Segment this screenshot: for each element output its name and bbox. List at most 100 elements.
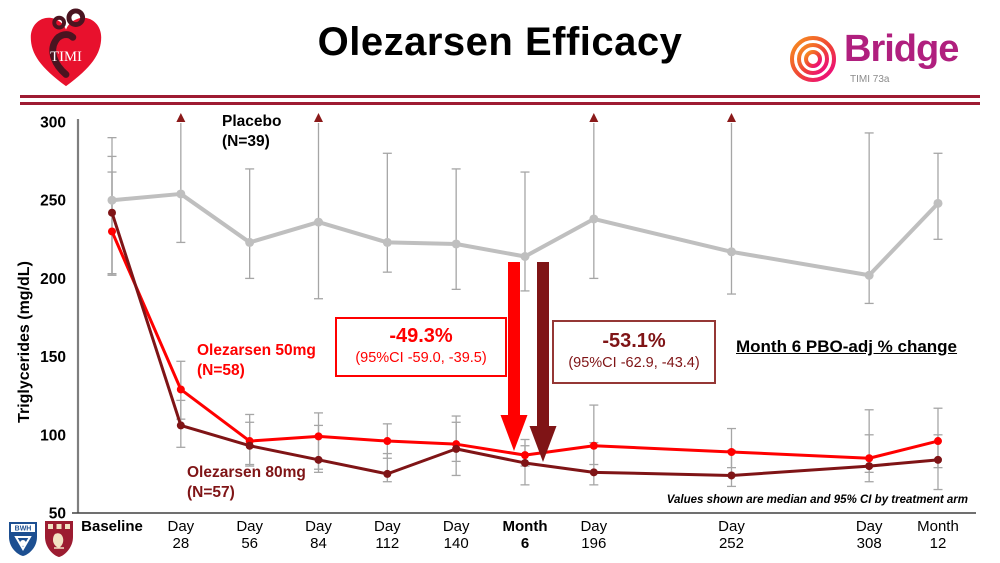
ci-exceeds-top-arrow (313, 113, 323, 122)
y-tick-label: 250 (40, 193, 66, 210)
x-tick-label: 12 (930, 535, 947, 552)
timi-logo: TIMI (22, 6, 110, 94)
placebo-series-name: Placebo (222, 113, 282, 130)
y-tick-label: 100 (40, 427, 66, 444)
x-tick-label: Day (580, 518, 607, 535)
olez50-series-n: (N=58) (197, 362, 245, 379)
timi-heart-icon: TIMI (30, 8, 102, 87)
data-point-olez50 (314, 432, 323, 441)
bwh-logo-text: BWH (15, 526, 32, 533)
data-point-olez50 (865, 454, 874, 463)
x-tick-label: 196 (581, 535, 606, 552)
timi-logo-text: TIMI (50, 49, 82, 65)
data-point-placebo (726, 247, 736, 257)
data-point-olez50 (727, 448, 736, 457)
data-point-olez50 (520, 451, 529, 460)
data-point-olez80 (589, 468, 598, 477)
placebo-series-n: (N=39) (222, 133, 270, 150)
header-separator (20, 95, 980, 105)
series-line-placebo (110, 191, 940, 278)
hms-logo (44, 520, 74, 558)
x-tick-label: 56 (241, 535, 258, 552)
data-point-placebo (176, 189, 186, 199)
olez80-change-pct: -53.1% (602, 330, 666, 352)
data-point-placebo (520, 252, 530, 262)
data-point-placebo (451, 239, 461, 249)
data-point-olez50 (933, 437, 942, 446)
data-point-olez80 (452, 444, 461, 453)
data-point-olez80 (108, 208, 116, 217)
ci-exceeds-top-arrow (176, 113, 186, 122)
olez80-series-name: Olezarsen 80mg (187, 464, 306, 481)
olez80-change-ci: (95%CI -62.9, -43.4) (568, 355, 700, 371)
x-tick-label: 112 (375, 535, 399, 552)
olez80-change-box: -53.1% (95%CI -62.9, -43.4) (552, 320, 716, 384)
olez50-change-ci: (95%CI -59.0, -39.5) (355, 350, 487, 366)
x-tick-label: 252 (719, 535, 744, 552)
y-axis-title: Triglycerides (mg/dL) (16, 261, 33, 423)
data-point-olez50 (108, 227, 116, 236)
data-point-olez50 (245, 437, 254, 446)
ci-whiskers-olez50 (107, 155, 943, 473)
x-tick-label: Day (305, 518, 332, 535)
x-tick-label: Day (167, 518, 194, 535)
x-tick-label: 28 (172, 535, 189, 552)
x-tick-label: 308 (857, 535, 882, 552)
olez50-change-pct: -49.3% (389, 325, 453, 347)
olez80-series-n: (N=57) (187, 484, 235, 501)
y-tick-label: 150 (40, 349, 66, 366)
data-point-olez80 (520, 458, 529, 467)
x-tick-label: 6 (521, 535, 529, 552)
data-point-olez80 (383, 469, 392, 478)
x-tick-label: Month (503, 518, 548, 535)
x-tick-label: Day (236, 518, 263, 535)
data-point-placebo (382, 237, 392, 247)
hms-shield-icon (45, 521, 73, 557)
data-point-olez80 (245, 441, 254, 450)
data-point-olez50 (176, 385, 185, 394)
y-tick-label: 200 (40, 271, 66, 288)
bwh-shield-icon: BWH (9, 522, 37, 556)
x-tick-label: Day (856, 518, 883, 535)
bridge-swirl-icon (790, 36, 836, 82)
bridge-sub-text: TIMI 73a (850, 74, 890, 85)
data-point-placebo (313, 217, 323, 227)
data-point-placebo (933, 198, 943, 208)
olez50-change-box: -49.3% (95%CI -59.0, -39.5) (335, 317, 507, 377)
placebo-series-label: Placebo (N=39) (222, 112, 281, 152)
olez80-series-label: Olezarsen 80mg (N=57) (187, 463, 306, 503)
bridge-logo: Bridge TIMI 73a (788, 28, 988, 88)
x-tick-label: Month (917, 518, 959, 535)
data-point-olez50 (589, 441, 598, 450)
pbo-adj-heading: Month 6 PBO-adj % change (736, 337, 958, 356)
data-point-placebo (864, 270, 874, 280)
olez50-series-label: Olezarsen 50mg (N=58) (197, 341, 316, 381)
x-tick-label: Day (443, 518, 470, 535)
data-point-olez80 (314, 455, 323, 464)
data-point-olez80 (727, 471, 736, 480)
ci-exceeds-top-arrow (589, 113, 599, 122)
page-title: Olezarsen Efficacy (317, 20, 683, 64)
data-point-placebo (245, 237, 255, 247)
x-tick-label: Baseline (81, 518, 143, 535)
series-placebo (107, 189, 943, 280)
chart-footnote: Values shown are median and 95% CI by tr… (666, 494, 968, 506)
bwh-logo: BWH (8, 521, 38, 557)
x-tick-label: 84 (310, 535, 327, 552)
x-tick-labels: Baseline Day28Day56Day84Day112Day140Month… (81, 518, 959, 552)
ci-exceeds-top-arrow (726, 113, 736, 122)
data-point-olez50 (452, 440, 461, 449)
data-point-placebo (589, 214, 599, 224)
data-point-placebo (107, 195, 117, 205)
x-tick-label: Day (374, 518, 401, 535)
x-tick-label: Day (718, 518, 745, 535)
x-tick-label: 140 (444, 535, 469, 552)
data-point-olez50 (383, 437, 392, 446)
y-tick-label: 300 (40, 115, 66, 132)
data-point-olez80 (865, 462, 874, 471)
olez50-series-name: Olezarsen 50mg (197, 342, 316, 359)
data-point-olez80 (176, 421, 185, 430)
ci-whiskers-olez80 (107, 171, 943, 491)
